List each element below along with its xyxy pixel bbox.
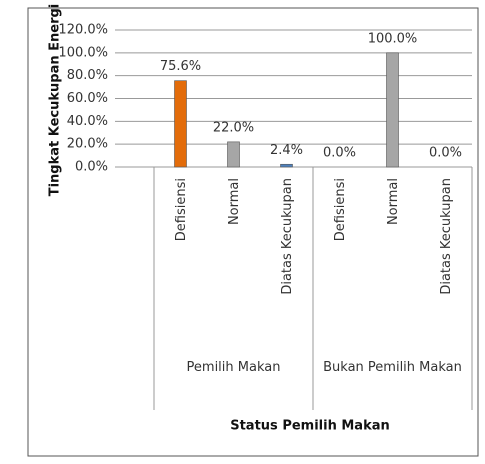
value-label: 0.0% (429, 146, 462, 161)
value-label: 0.0% (323, 146, 356, 161)
x-axis-title: Status Pemilih Makan (230, 419, 390, 434)
y-tick-label: 120.0% (58, 23, 108, 38)
y-tick-label: 80.0% (67, 68, 108, 83)
y-tick-label: 0.0% (75, 160, 108, 175)
value-label: 75.6% (160, 59, 201, 74)
group-label: Pemilih Makan (186, 360, 281, 375)
chart-border (27, 7, 479, 457)
x-tick-label: Diatas Kecukupan (280, 178, 295, 295)
value-label: 100.0% (368, 31, 418, 46)
y-tick-label: 100.0% (58, 45, 108, 60)
x-tick-label: Diatas Kecukupan (439, 178, 454, 295)
x-tick-label: Defisiensi (333, 178, 348, 241)
value-label: 2.4% (270, 143, 303, 158)
group-label: Bukan Pemilih Makan (323, 360, 462, 375)
y-tick-label: 20.0% (67, 137, 108, 152)
y-axis-title: Tingkat Kecukupan Energi (48, 4, 63, 197)
bar (174, 80, 187, 168)
x-tick-label: Normal (386, 178, 401, 225)
value-label: 22.0% (213, 120, 254, 135)
x-tick-label: Defisiensi (174, 178, 189, 241)
y-tick-label: 60.0% (67, 91, 108, 106)
bar (227, 141, 240, 168)
x-tick-label: Normal (227, 178, 242, 225)
bar (280, 163, 293, 168)
bar (386, 52, 399, 168)
y-tick-label: 40.0% (67, 114, 108, 129)
